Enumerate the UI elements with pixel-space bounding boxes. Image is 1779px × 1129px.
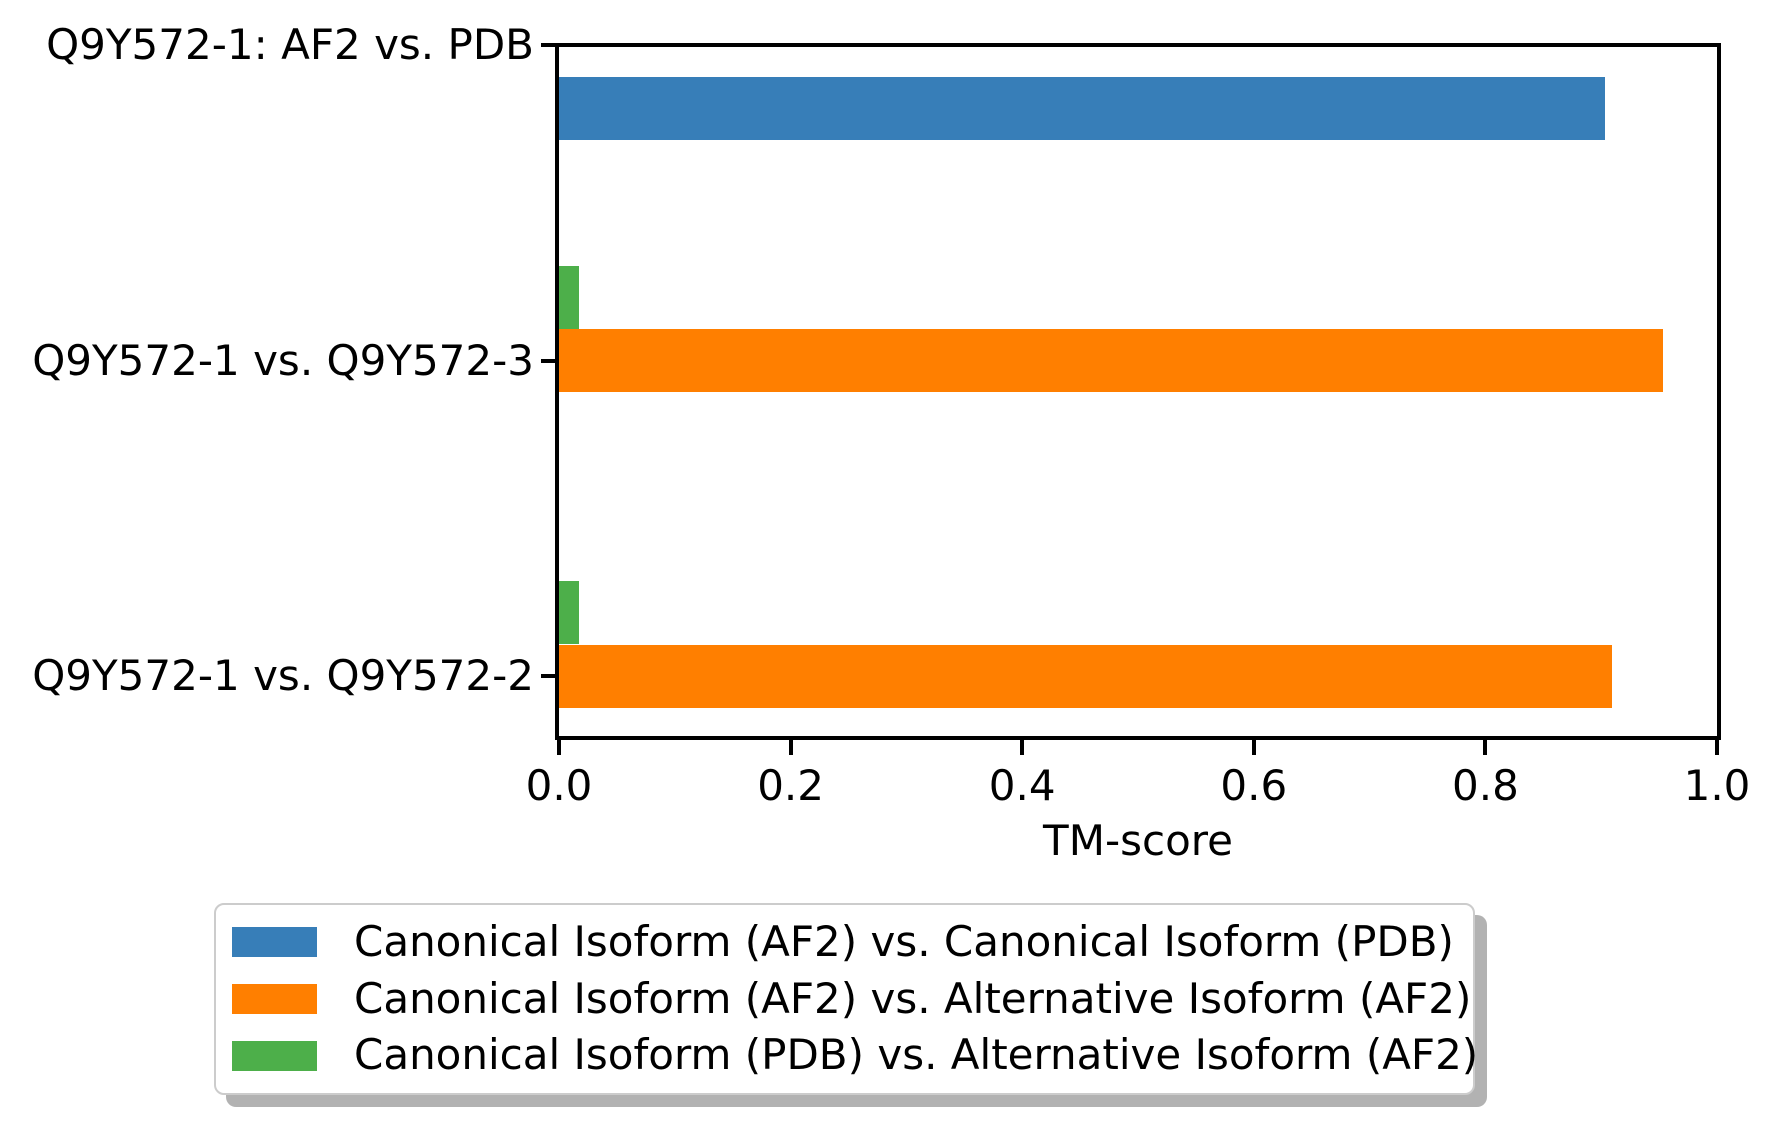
y-tick	[541, 43, 555, 47]
x-axis-title: TM-score	[1043, 816, 1233, 865]
bar-4daf4a-row2	[559, 581, 579, 645]
legend-item: Canonical Isoform (PDB) vs. Alternative …	[232, 1032, 1478, 1078]
x-tick-label: 0.2	[757, 761, 824, 810]
x-tick	[1483, 740, 1488, 755]
x-tick-label: 0.4	[988, 761, 1056, 810]
plot-area	[555, 43, 1721, 740]
x-tick-label: 1.0	[1683, 761, 1751, 810]
legend: Canonical Isoform (AF2) vs. Canonical Is…	[214, 903, 1478, 1095]
x-tick	[1251, 740, 1256, 755]
x-tick-label: 0.0	[525, 761, 593, 810]
x-tick-label: 0.6	[1220, 761, 1288, 810]
legend-label: Canonical Isoform (AF2) vs. Alternative …	[354, 973, 1472, 1023]
legend-label: Canonical Isoform (PDB) vs. Alternative …	[354, 1030, 1479, 1080]
y-tick-label: Q9Y572-1: AF2 vs. PDB	[46, 20, 534, 69]
legend-label: Canonical Isoform (AF2) vs. Canonical Is…	[354, 917, 1454, 967]
bar-ff7f00-row2	[559, 644, 1612, 708]
bar-377eb8-row0	[559, 76, 1605, 140]
y-tick	[541, 358, 555, 363]
x-tick	[1715, 740, 1719, 755]
x-tick	[788, 740, 793, 755]
y-tick-label: Q9Y572-1 vs. Q9Y572-2	[32, 651, 534, 700]
y-tick-label: Q9Y572-1 vs. Q9Y572-3	[32, 335, 534, 385]
bar-4daf4a-row1	[559, 265, 579, 329]
bar-ff7f00-row1	[559, 329, 1663, 392]
x-tick-label: 0.8	[1451, 761, 1519, 810]
legend-swatch-orange-icon	[232, 984, 317, 1014]
x-tick	[1020, 740, 1025, 755]
legend-item: Canonical Isoform (AF2) vs. Alternative …	[232, 975, 1471, 1022]
x-tick	[557, 740, 561, 755]
legend-item: Canonical Isoform (AF2) vs. Canonical Is…	[232, 919, 1463, 965]
legend-swatch-blue-icon	[232, 927, 317, 958]
legend-swatch-green-icon	[232, 1040, 317, 1071]
y-tick	[541, 674, 555, 678]
